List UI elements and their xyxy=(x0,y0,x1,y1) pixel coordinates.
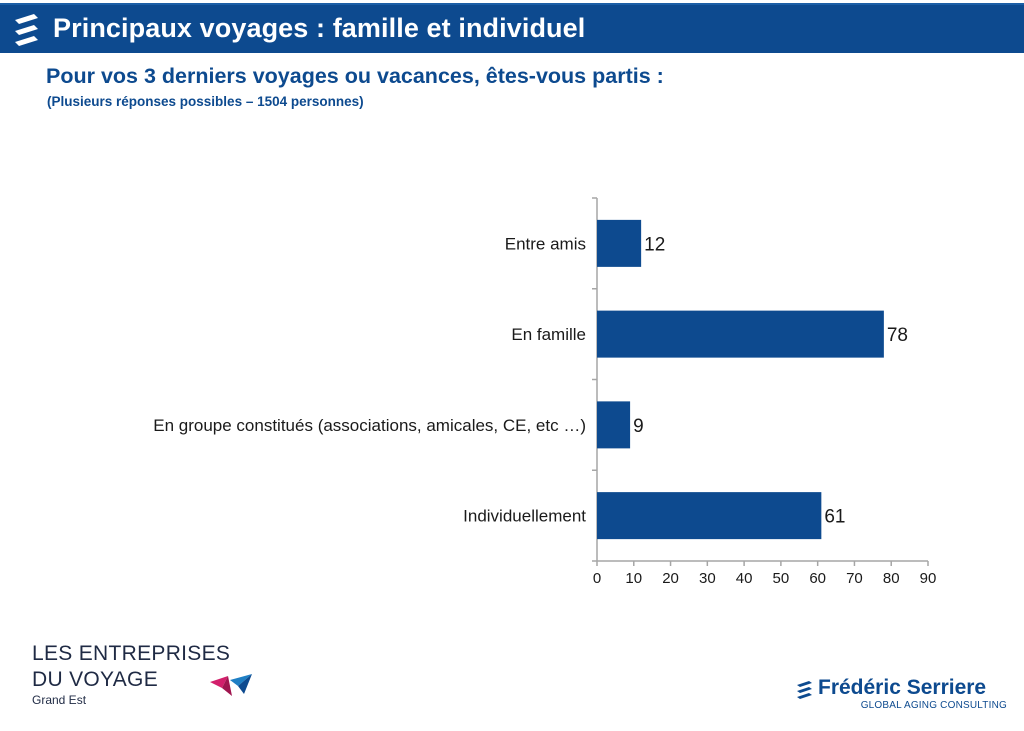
page-title: Principaux voyages : famille et individu… xyxy=(53,13,586,43)
x-tick-label: 80 xyxy=(883,570,900,587)
x-tick-label: 50 xyxy=(773,570,790,587)
stripes-logo-icon xyxy=(797,681,812,699)
entreprises-du-voyage-logo: LES ENTREPRISES DU VOYAGE Grand Est xyxy=(32,641,252,707)
data-label: 78 xyxy=(887,325,908,346)
category-label: Entre amis xyxy=(505,234,586,253)
x-tick-label: 70 xyxy=(846,570,863,587)
header-banner: Principaux voyages : famille et individu… xyxy=(0,3,1024,53)
x-tick-label: 60 xyxy=(809,570,826,587)
frederic-serriere-logo: Frédéric Serriere GLOBAL AGING CONSULTIN… xyxy=(796,676,1011,711)
consultant-tagline: GLOBAL AGING CONSULTING xyxy=(860,700,1007,711)
consultant-name: Frédéric Serriere xyxy=(818,676,987,699)
logo-text-line1: LES ENTREPRISES xyxy=(32,642,231,665)
paper-plane-logo-icon xyxy=(210,674,252,696)
category-label: Individuellement xyxy=(463,507,586,526)
ribbon-stripes-icon xyxy=(15,14,38,46)
logo-text-region: Grand Est xyxy=(32,693,87,707)
x-tick-label: 90 xyxy=(920,570,937,587)
logo-text-line2: DU VOYAGE xyxy=(32,668,159,691)
x-tick-label: 0 xyxy=(593,570,601,587)
data-label: 61 xyxy=(824,507,845,528)
data-label: 12 xyxy=(644,234,665,255)
bar xyxy=(597,310,884,358)
x-tick-label: 10 xyxy=(625,570,642,587)
x-tick-label: 30 xyxy=(699,570,716,587)
bar xyxy=(597,492,822,540)
bar xyxy=(597,401,631,449)
data-label: 9 xyxy=(633,416,644,437)
x-tick-label: 40 xyxy=(736,570,753,587)
survey-subnote: (Plusieurs réponses possibles – 1504 per… xyxy=(47,94,364,109)
x-tick-label: 20 xyxy=(662,570,679,587)
category-label: En famille xyxy=(511,325,586,344)
survey-question: Pour vos 3 derniers voyages ou vacances,… xyxy=(46,64,664,88)
bar xyxy=(597,219,642,267)
category-label: En groupe constitués (associations, amic… xyxy=(153,416,586,435)
